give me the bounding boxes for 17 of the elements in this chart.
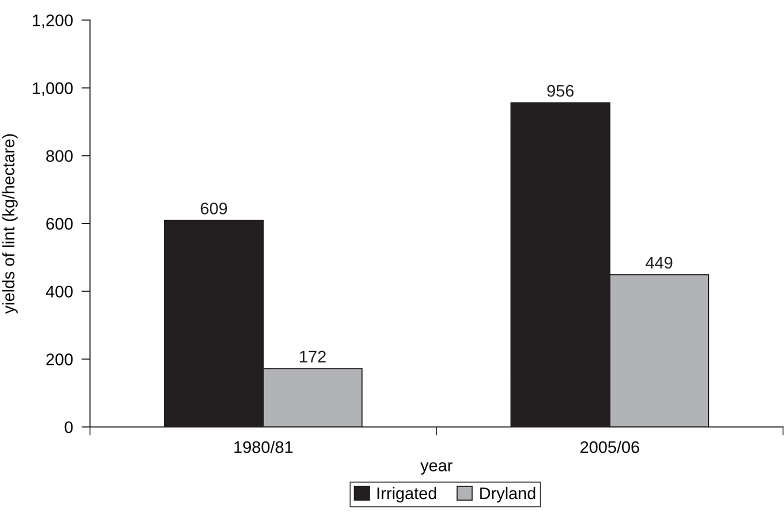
x-axis-title: year [420, 462, 452, 475]
y-tick-label: 400 [46, 286, 73, 298]
data-label: 609 [200, 202, 227, 214]
data-label: 449 [646, 256, 672, 269]
y-tick-label: 0 [64, 421, 73, 434]
x-tick-label: 2005/06 [580, 440, 640, 454]
data-label: 956 [547, 84, 574, 97]
y-tick-label: 1,000 [32, 82, 73, 96]
y-axis-title: yields of lint (kg/hectare) [2, 134, 18, 314]
y-tick-label: 1,200 [32, 14, 73, 28]
data-label: 172 [300, 350, 326, 362]
legend-label: Irrigated [378, 486, 436, 502]
legend-label: Dryland [480, 486, 536, 502]
y-tick-label: 600 [46, 218, 73, 230]
y-tick-label: 800 [46, 150, 73, 162]
y-tick-label: 200 [46, 354, 73, 366]
x-tick-label: 1980/81 [234, 440, 293, 454]
